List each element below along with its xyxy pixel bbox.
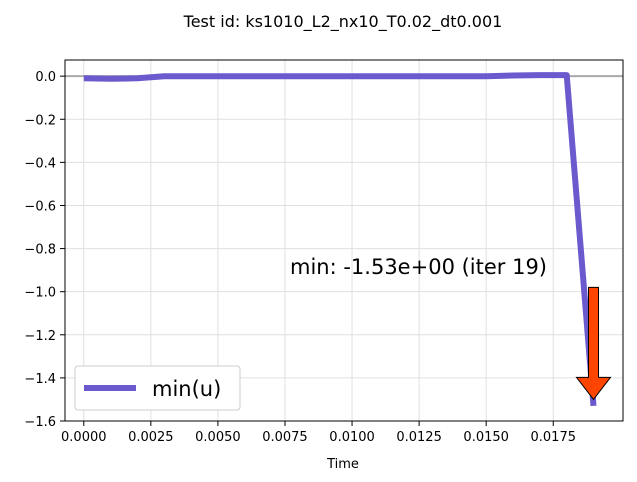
y-tick-label: −0.2 <box>24 113 56 128</box>
x-axis-label: Time <box>326 457 359 472</box>
legend: min(u) <box>74 365 241 411</box>
x-tick-label: 0.0125 <box>396 430 442 445</box>
plot-frame <box>64 59 624 422</box>
x-tick-label: 0.0175 <box>531 430 577 445</box>
y-tick-label: −0.4 <box>24 156 56 171</box>
x-tick-label: 0.0000 <box>61 430 107 445</box>
y-tick-label: 0.0 <box>35 70 56 85</box>
x-tick-label: 0.0025 <box>128 430 174 445</box>
y-tick-label: −0.8 <box>24 243 56 258</box>
x-tick-label: 0.0050 <box>195 430 241 445</box>
x-tick-label: 0.0100 <box>329 430 375 445</box>
y-tick-label: −0.6 <box>24 199 56 214</box>
min-annotation: min: -1.53e+00 (iter 19) <box>290 255 547 279</box>
x-tick-label: 0.0075 <box>262 430 308 445</box>
y-tick-label: −1.0 <box>24 286 56 301</box>
legend-box <box>74 365 241 411</box>
series-line-min-u <box>83 72 597 407</box>
y-tick-label: −1.6 <box>24 415 56 430</box>
min-annotation-arrow <box>575 286 612 401</box>
legend-label-min-u: min(u) <box>152 377 221 401</box>
chart-title: Test id: ks1010_L2_nx10_T0.02_dt0.001 <box>183 12 503 32</box>
y-tick-label: −1.2 <box>24 329 56 344</box>
plot-area: 0.0000 0.0025 0.0050 0.0075 0.0100 0.0125 0.01… <box>24 59 624 445</box>
y-tick-label: −1.4 <box>24 372 56 387</box>
x-tick-label: 0.0150 <box>463 430 509 445</box>
